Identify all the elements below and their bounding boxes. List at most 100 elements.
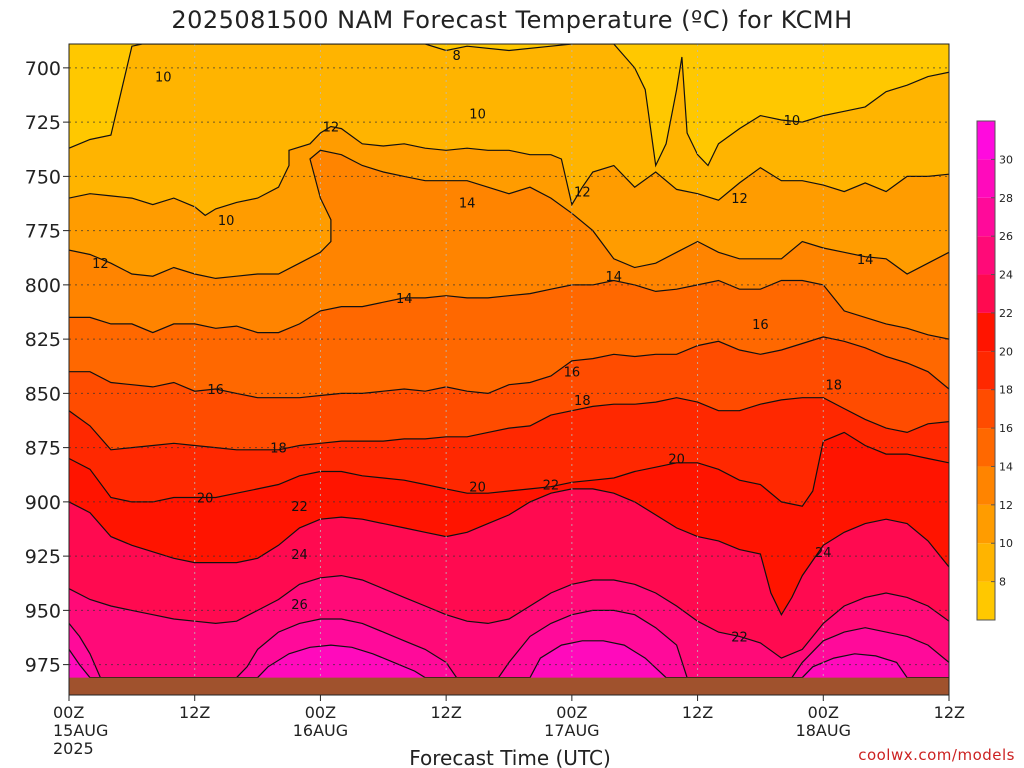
colorbar-band-20 <box>977 312 995 352</box>
y-tick-label-975: 975 <box>25 655 61 677</box>
contour-label-extra-15: 22 <box>543 479 560 494</box>
colorbar-band-16 <box>977 389 995 429</box>
contour-label-extra-3: 12 <box>92 257 109 272</box>
colorbar: 8 10 12 14 16 18 20 22 24 26 28 30 <box>976 120 1013 621</box>
colorbar-band-18 <box>977 351 995 390</box>
contour-label-extra-2: 10 <box>784 114 801 129</box>
contour-label-24: 24 <box>291 548 308 563</box>
x-tick-label-36-1: 12Z <box>430 703 461 722</box>
contour-label-26: 26 <box>291 598 308 613</box>
contour-label-extra-16: 22 <box>731 630 748 645</box>
y-tick-label-900: 900 <box>25 492 61 514</box>
contour-label-8: 8 <box>452 49 460 64</box>
colorbar-label-14: 14 <box>999 460 1013 473</box>
y-tick-label-725: 725 <box>25 112 61 134</box>
contour-label-extra-13: 20 <box>469 481 486 496</box>
ground-surface <box>69 677 949 695</box>
colorbar-label-10: 10 <box>999 537 1013 550</box>
contour-label-extra-1: 10 <box>218 214 235 229</box>
colorbar-label-12: 12 <box>999 499 1013 512</box>
contour-label-extra-6: 14 <box>459 196 476 211</box>
y-tick-label-825: 825 <box>25 329 61 351</box>
x-tick-label-24-1: 00Z <box>305 703 336 722</box>
y-tick-label-950: 950 <box>25 600 61 622</box>
colorbar-band-26 <box>977 197 995 237</box>
x-tick-label-0-1: 00Z <box>53 703 84 722</box>
x-tick-label-24-2: 16AUG <box>293 721 348 740</box>
colorbar-band-28 <box>977 159 995 198</box>
contour-24 <box>69 488 949 616</box>
contour-18 <box>69 336 949 399</box>
y-tick-label-925: 925 <box>25 546 61 568</box>
source-credit: coolwx.com/models <box>858 746 1015 764</box>
grid-lines <box>69 44 949 695</box>
colorbar-band-24 <box>977 236 995 275</box>
x-tick-label-48-2: 17AUG <box>544 721 599 740</box>
y-tick-label-775: 775 <box>25 221 61 243</box>
ground-rect <box>69 677 949 695</box>
x-axis-label: Forecast Time (UTC) <box>409 746 611 768</box>
colorbar-label-8: 8 <box>999 576 1006 589</box>
colorbar-label-26: 26 <box>999 230 1013 243</box>
contour-10 <box>69 44 949 168</box>
y-tick-label-800: 800 <box>25 275 61 297</box>
x-tick-label-48-1: 00Z <box>556 703 587 722</box>
contour-label-16: 16 <box>207 383 224 398</box>
contour-30 <box>69 640 949 679</box>
contour-label-22: 22 <box>291 500 308 515</box>
contour-label-10: 10 <box>469 107 486 122</box>
contour-label-18: 18 <box>270 442 287 457</box>
y-tick-label-700: 700 <box>25 58 61 80</box>
contour-label-extra-9: 16 <box>564 366 581 381</box>
contour-label-20: 20 <box>197 492 214 507</box>
contour-label-extra-11: 18 <box>574 394 591 409</box>
y-axis: 700 725 750 775 800 825 850 875 900 925 950 975 <box>25 58 69 677</box>
contour-labels: 8 10 12 14 16 18 20 22 24 26 10 10 10 12 12 12 14 14 14 16 1… <box>92 49 874 646</box>
contour-label-extra-4: 12 <box>574 186 591 201</box>
colorbar-label-22: 22 <box>999 307 1013 320</box>
contour-label-extra-10: 16 <box>752 318 769 333</box>
y-tick-label-850: 850 <box>25 383 61 405</box>
chart-title: 2025081500 NAM Forecast Temperature (ºC)… <box>171 6 852 34</box>
contour-20 <box>69 397 949 451</box>
contour-22 <box>69 431 949 507</box>
x-tick-label-84-1: 12Z <box>934 703 965 722</box>
contour-28 <box>69 609 949 679</box>
colorbar-label-18: 18 <box>999 384 1013 397</box>
contour-label-extra-12: 18 <box>825 379 842 394</box>
contour-label-extra-8: 14 <box>857 253 874 268</box>
colorbar-band-30 <box>977 121 995 160</box>
temperature-fill-layers <box>69 44 949 695</box>
contour-label-14: 14 <box>396 292 413 307</box>
colorbar-frame <box>976 120 996 621</box>
colorbar-label-28: 28 <box>999 192 1013 205</box>
x-tick-label-0-3: 2025 <box>53 739 94 758</box>
colorbar-band-12 <box>977 466 995 505</box>
contour-label-extra-0: 10 <box>155 71 172 86</box>
colorbar-label-30: 30 <box>999 153 1013 166</box>
colorbar-label-20: 20 <box>999 345 1013 358</box>
contour-16 <box>69 279 949 340</box>
contour-label-extra-17: 24 <box>815 546 832 561</box>
contour-12 <box>69 125 949 217</box>
colorbar-band-6 <box>977 581 995 620</box>
colorbar-band-14 <box>977 428 995 467</box>
contour-label-extra-5: 12 <box>731 192 748 207</box>
x-tick-label-60-1: 12Z <box>682 703 713 722</box>
contour-26 <box>69 574 949 659</box>
colorbar-label-16: 16 <box>999 422 1013 435</box>
colorbar-band-22 <box>977 274 995 313</box>
colorbar-label-24: 24 <box>999 269 1013 282</box>
colorbar-band-8 <box>977 543 995 582</box>
x-tick-label-12-1: 12Z <box>179 703 210 722</box>
y-tick-label-750: 750 <box>25 166 61 188</box>
y-tick-label-875: 875 <box>25 438 61 460</box>
x-tick-label-72-1: 00Z <box>808 703 839 722</box>
contour-14 <box>69 149 949 280</box>
x-tick-label-0-2: 15AUG <box>53 721 108 740</box>
contour-label-extra-7: 14 <box>605 270 622 285</box>
contour-lines <box>69 44 949 679</box>
colorbar-band-10 <box>977 504 995 544</box>
